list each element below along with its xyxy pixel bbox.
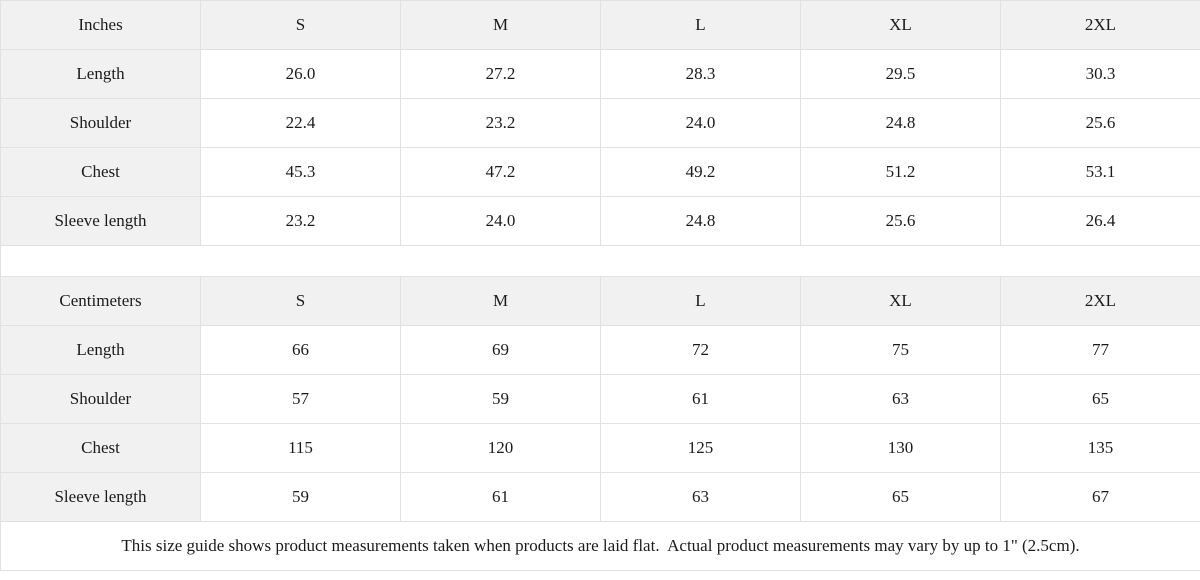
cell-cm-shoulder-2xl: 65 bbox=[1000, 374, 1200, 424]
inches-header-row: Inches S M L XL 2XL bbox=[0, 0, 1200, 50]
cell-inches-length-l: 28.3 bbox=[600, 49, 801, 99]
cell-cm-sleeve-2xl: 67 bbox=[1000, 472, 1200, 522]
row-label-length: Length bbox=[0, 49, 201, 99]
row-label-sleeve-length: Sleeve length bbox=[0, 472, 201, 522]
cell-cm-chest-m: 120 bbox=[400, 423, 601, 473]
row-label-chest: Chest bbox=[0, 147, 201, 197]
centimeters-shoulder-row: Shoulder 57 59 61 63 65 bbox=[0, 374, 1200, 424]
centimeters-length-row: Length 66 69 72 75 77 bbox=[0, 325, 1200, 375]
spacer-row bbox=[0, 245, 1200, 277]
inches-length-row: Length 26.0 27.2 28.3 29.5 30.3 bbox=[0, 49, 1200, 99]
row-label-length: Length bbox=[0, 325, 201, 375]
cell-inches-shoulder-l: 24.0 bbox=[600, 98, 801, 148]
cell-cm-shoulder-m: 59 bbox=[400, 374, 601, 424]
cell-cm-length-s: 66 bbox=[200, 325, 401, 375]
cell-inches-length-xl: 29.5 bbox=[800, 49, 1001, 99]
row-label-chest: Chest bbox=[0, 423, 201, 473]
cell-inches-sleeve-s: 23.2 bbox=[200, 196, 401, 246]
centimeters-size-header-l: L bbox=[600, 276, 801, 326]
centimeters-size-header-m: M bbox=[400, 276, 601, 326]
row-label-sleeve-length: Sleeve length bbox=[0, 196, 201, 246]
cell-inches-length-s: 26.0 bbox=[200, 49, 401, 99]
inches-size-header-m: M bbox=[400, 0, 601, 50]
cell-inches-sleeve-xl: 25.6 bbox=[800, 196, 1001, 246]
cell-cm-length-2xl: 77 bbox=[1000, 325, 1200, 375]
cell-inches-length-2xl: 30.3 bbox=[1000, 49, 1200, 99]
inches-chest-row: Chest 45.3 47.2 49.2 51.2 53.1 bbox=[0, 147, 1200, 197]
inches-sleeve-row: Sleeve length 23.2 24.0 24.8 25.6 26.4 bbox=[0, 196, 1200, 246]
cell-cm-length-xl: 75 bbox=[800, 325, 1001, 375]
cell-cm-chest-xl: 130 bbox=[800, 423, 1001, 473]
centimeters-chest-row: Chest 115 120 125 130 135 bbox=[0, 423, 1200, 473]
cell-inches-chest-2xl: 53.1 bbox=[1000, 147, 1200, 197]
cell-inches-sleeve-2xl: 26.4 bbox=[1000, 196, 1200, 246]
spacer-cell bbox=[0, 245, 1200, 277]
inches-size-header-s: S bbox=[200, 0, 401, 50]
inches-size-header-l: L bbox=[600, 0, 801, 50]
size-guide-note: This size guide shows product measuremen… bbox=[0, 521, 1200, 571]
cell-inches-chest-xl: 51.2 bbox=[800, 147, 1001, 197]
footer-row: This size guide shows product measuremen… bbox=[0, 521, 1200, 571]
cell-cm-sleeve-m: 61 bbox=[400, 472, 601, 522]
centimeters-size-header-xl: XL bbox=[800, 276, 1001, 326]
cell-cm-chest-s: 115 bbox=[200, 423, 401, 473]
centimeters-size-header-2xl: 2XL bbox=[1000, 276, 1200, 326]
inches-size-header-xl: XL bbox=[800, 0, 1001, 50]
cell-inches-chest-l: 49.2 bbox=[600, 147, 801, 197]
centimeters-header-row: Centimeters S M L XL 2XL bbox=[0, 276, 1200, 326]
cell-cm-sleeve-l: 63 bbox=[600, 472, 801, 522]
cell-cm-length-l: 72 bbox=[600, 325, 801, 375]
cell-cm-chest-2xl: 135 bbox=[1000, 423, 1200, 473]
cell-inches-chest-s: 45.3 bbox=[200, 147, 401, 197]
cell-inches-shoulder-m: 23.2 bbox=[400, 98, 601, 148]
inches-size-header-2xl: 2XL bbox=[1000, 0, 1200, 50]
cell-inches-sleeve-l: 24.8 bbox=[600, 196, 801, 246]
cell-inches-shoulder-2xl: 25.6 bbox=[1000, 98, 1200, 148]
cell-cm-length-m: 69 bbox=[400, 325, 601, 375]
cell-cm-chest-l: 125 bbox=[600, 423, 801, 473]
row-label-shoulder: Shoulder bbox=[0, 98, 201, 148]
cell-inches-length-m: 27.2 bbox=[400, 49, 601, 99]
cell-cm-shoulder-xl: 63 bbox=[800, 374, 1001, 424]
cell-inches-chest-m: 47.2 bbox=[400, 147, 601, 197]
cell-cm-shoulder-l: 61 bbox=[600, 374, 801, 424]
centimeters-unit-header: Centimeters bbox=[0, 276, 201, 326]
cell-cm-sleeve-xl: 65 bbox=[800, 472, 1001, 522]
row-label-shoulder: Shoulder bbox=[0, 374, 201, 424]
inches-unit-header: Inches bbox=[0, 0, 201, 50]
centimeters-sleeve-row: Sleeve length 59 61 63 65 67 bbox=[0, 472, 1200, 522]
centimeters-size-header-s: S bbox=[200, 276, 401, 326]
cell-inches-shoulder-s: 22.4 bbox=[200, 98, 401, 148]
cell-cm-shoulder-s: 57 bbox=[200, 374, 401, 424]
cell-cm-sleeve-s: 59 bbox=[200, 472, 401, 522]
inches-shoulder-row: Shoulder 22.4 23.2 24.0 24.8 25.6 bbox=[0, 98, 1200, 148]
cell-inches-sleeve-m: 24.0 bbox=[400, 196, 601, 246]
cell-inches-shoulder-xl: 24.8 bbox=[800, 98, 1001, 148]
